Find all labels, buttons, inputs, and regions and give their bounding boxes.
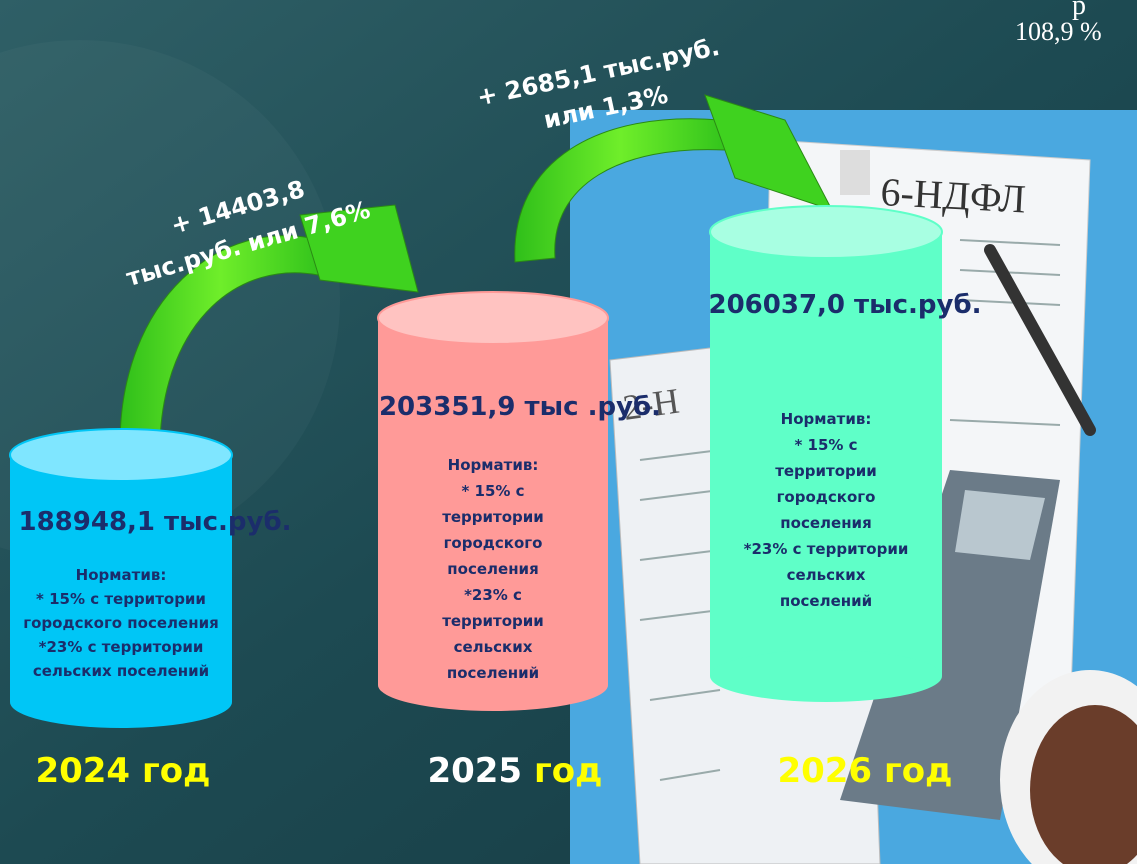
norm-note: территории [442, 508, 544, 526]
cylinder-bottom [378, 659, 608, 711]
norm-note: территории [442, 612, 544, 630]
cylinder-top [9, 428, 233, 482]
norm-note: поселений [447, 664, 539, 682]
year-number: 2025 [427, 751, 522, 791]
year-label: 2024 год [35, 751, 210, 791]
norm-note: поселения [447, 560, 538, 578]
cylinder-value: 188948,1 тыс.руб. [18, 507, 291, 537]
norm-note: городского поселения [23, 614, 218, 632]
norm-note: * 15% с [461, 482, 524, 500]
cylinder-bottom [10, 676, 232, 728]
cylinder-body [10, 455, 232, 702]
norm-note: территории [775, 462, 877, 480]
year-number: 2026 [777, 751, 872, 791]
year-label: 2026 год [777, 751, 952, 791]
form-label: 2-Н [621, 381, 682, 428]
cylinder-body [710, 232, 942, 676]
norm-note: * 15% с [794, 436, 857, 454]
cylinder-body [378, 318, 608, 685]
corner-text: р [1072, 0, 1086, 21]
norm-note: Норматив: [76, 566, 167, 584]
norm-note: городского [444, 534, 543, 552]
norm-note: сельских [454, 638, 533, 656]
year-word: год [534, 751, 603, 791]
year-word: год [884, 751, 953, 791]
year-label: 2025 год [427, 751, 602, 791]
norm-note: Норматив: [448, 456, 539, 474]
corner-percent: 108,9 % [1015, 17, 1102, 46]
norm-note: поселений [780, 592, 872, 610]
arrow [119, 204, 419, 446]
cylinder-value: 206037,0 тыс.руб. [708, 290, 981, 320]
norm-note: * 15% с территории [36, 590, 206, 608]
cylinder-top [709, 205, 943, 259]
norm-note: *23% с территории [39, 638, 204, 656]
cylinder-value: 203351,9 тыс .руб. [379, 392, 661, 422]
norm-note: городского [777, 488, 876, 506]
norm-note: *23% с территории [744, 540, 909, 558]
year-space [130, 751, 142, 791]
norm-note: Норматив: [781, 410, 872, 428]
norm-note: сельских [787, 566, 866, 584]
year-space [872, 751, 884, 791]
year-number: 2024 [35, 751, 130, 791]
cylinder-bottom [710, 650, 942, 702]
year-space [522, 751, 534, 791]
norm-note: поселения [780, 514, 871, 532]
cylinder-top [377, 291, 609, 345]
norm-note: *23% с [464, 586, 522, 604]
norm-note: сельских поселений [33, 662, 209, 680]
year-word: год [142, 751, 211, 791]
